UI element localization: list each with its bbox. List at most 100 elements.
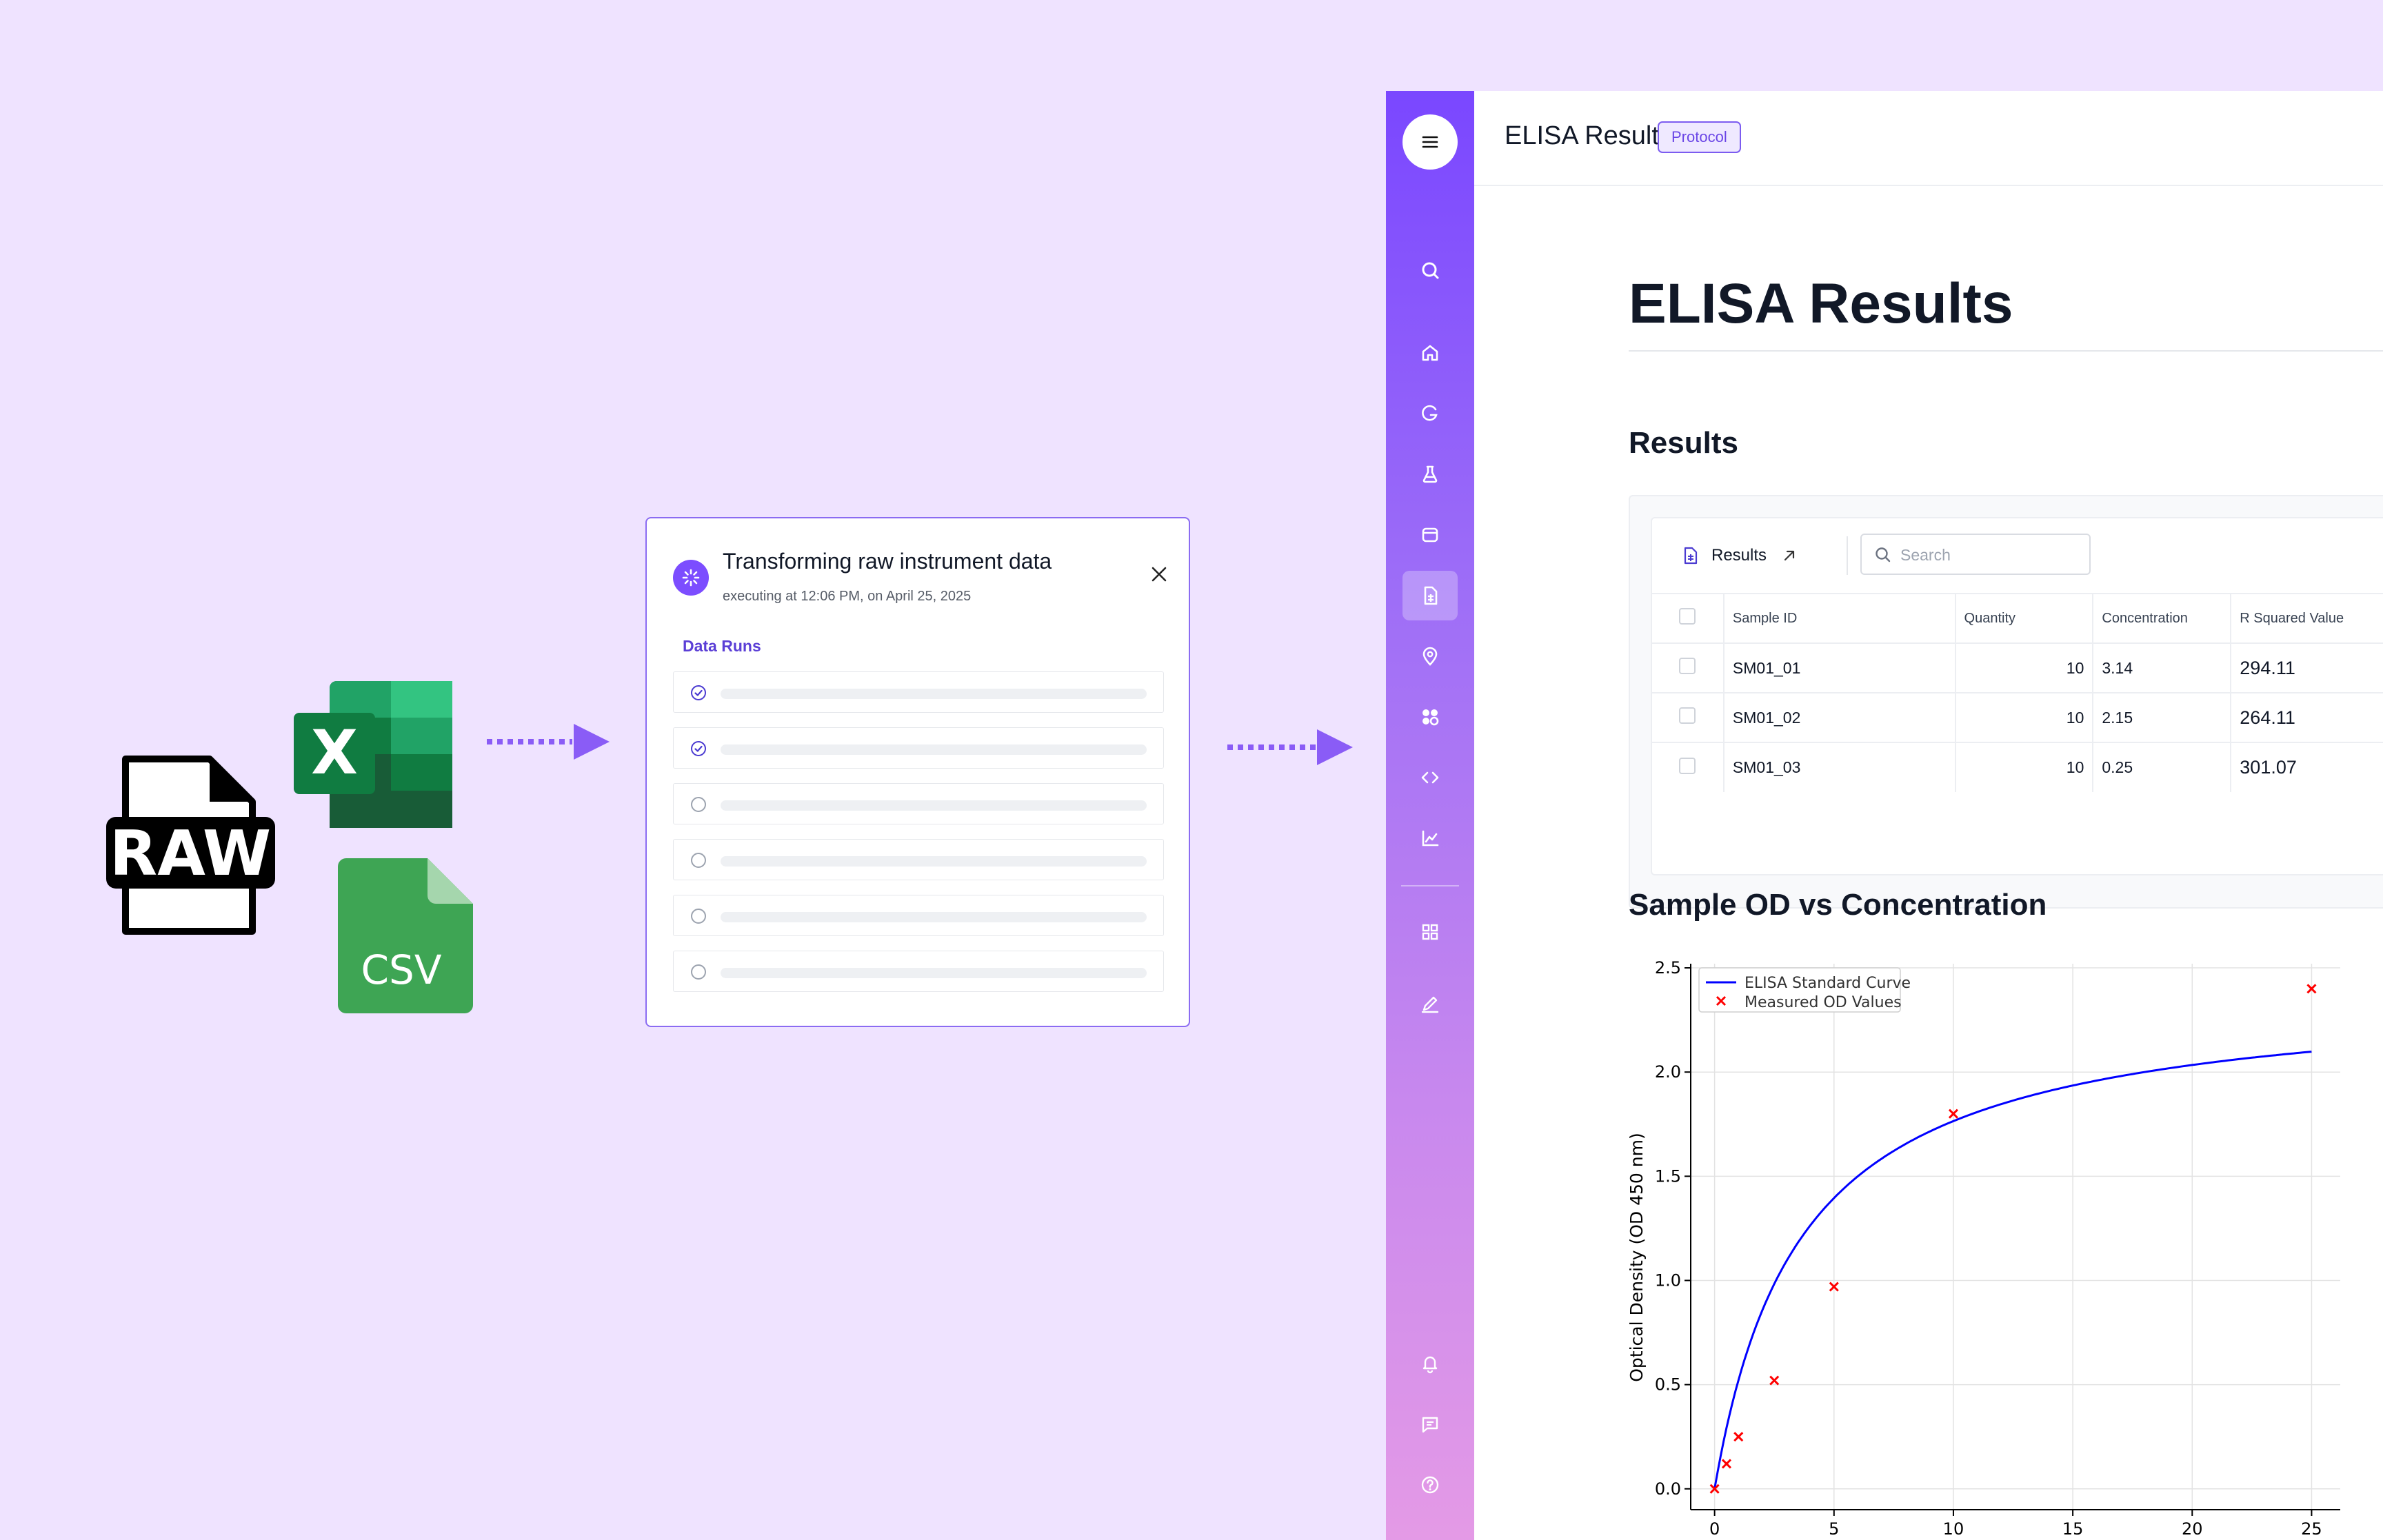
column-header-r-squared[interactable]: R Squared Value [2231,593,2383,643]
excel-label: X [311,717,358,788]
breadcrumb-title: ELISA Results [1505,121,1672,150]
table-row[interactable]: SM01_01 10 3.14 294.11 [1652,642,2383,693]
task-progress-modal: Transforming raw instrument data executi… [645,517,1190,1027]
title-divider [1629,350,2383,352]
close-icon[interactable] [1149,564,1169,585]
run-progress-placeholder [721,800,1147,811]
data-runs-label: Data Runs [683,637,761,655]
open-external-icon[interactable] [1782,548,1797,563]
measured-od-point [1829,1281,1839,1292]
empty-circle-icon [691,797,706,812]
results-card: Results Sample ID Quantity Concentration [1629,495,2383,909]
sidebar-item-lab[interactable] [1402,449,1458,499]
sidebar-item-analytics[interactable] [1402,813,1458,863]
data-run-row[interactable] [673,839,1164,880]
x-tick-label: 0 [1709,1519,1720,1539]
sidebar-item-dashboard[interactable] [1402,907,1458,957]
data-run-row[interactable] [673,783,1164,824]
x-tick-label: 15 [2062,1519,2084,1539]
cell-concentration: 2.15 [2093,692,2232,742]
raw-file-icon: RAW [106,756,275,935]
data-run-row[interactable] [673,951,1164,992]
cell-sample-id: SM01_03 [1723,742,1956,792]
table-row[interactable]: SM01_03 10 0.25 301.07 [1652,742,2383,792]
top-bar: ELISA Results Protocol [1474,91,2383,186]
menu-icon [1422,136,1438,148]
protocol-badge[interactable]: Protocol [1658,121,1741,153]
row-checkbox[interactable] [1679,658,1696,674]
map-pin-icon [1422,647,1438,666]
data-run-row[interactable] [673,727,1164,769]
measured-od-point [1733,1432,1744,1442]
measured-od-point [1948,1108,1959,1119]
y-tick-label: 2.0 [1655,1062,1681,1082]
cell-r-squared: 264.11 [2231,692,2383,742]
table-row[interactable]: SM01_02 10 2.15 264.11 [1652,692,2383,742]
y-tick-label: 2.5 [1655,958,1681,977]
flask-icon [1422,465,1438,483]
search-box [1860,534,2091,575]
search-input[interactable] [1899,539,2081,571]
message-icon [1422,1417,1438,1433]
loading-spinner-icon [673,560,709,596]
data-run-row[interactable] [673,671,1164,713]
sidebar-item-inventory[interactable] [1402,510,1458,560]
menu-button[interactable] [1402,114,1458,170]
cell-quantity: 10 [1955,642,2094,693]
column-header-quantity[interactable]: Quantity [1955,593,2094,643]
box-icon [1422,527,1438,543]
document-icon [1424,586,1438,605]
chart-heading: Sample OD vs Concentration [1629,888,2047,922]
results-tab[interactable]: Results [1682,542,1797,569]
check-circle-icon [691,741,706,756]
home-icon [1422,345,1438,361]
column-header-concentration[interactable]: Concentration [2093,593,2232,643]
sidebar-item-apps[interactable] [1402,692,1458,742]
sidebar-item-search[interactable] [1402,245,1458,295]
row-checkbox[interactable] [1679,707,1696,724]
sidebar-item-edit[interactable] [1402,979,1458,1029]
flow-arrow-icon [487,724,610,760]
column-header-sample-id[interactable]: Sample ID [1723,593,1956,643]
modal-subtitle: executing at 12:06 PM, on April 25, 2025 [723,589,972,604]
sidebar-item-home[interactable] [1402,328,1458,378]
toolbar-divider [1847,536,1848,575]
y-tick-label: 1.5 [1655,1166,1681,1186]
code-icon [1421,771,1439,784]
cell-r-squared: 301.07 [2231,742,2383,792]
search-icon [1422,262,1439,279]
grid-icon [1422,924,1438,940]
cell-sample-id: SM01_01 [1723,642,1956,693]
run-progress-placeholder [721,968,1147,978]
cell-quantity: 10 [1955,742,2094,792]
select-all-checkbox[interactable] [1679,608,1696,625]
sidebar-item-documents[interactable] [1402,571,1458,620]
cell-concentration: 0.25 [2093,742,2232,792]
csv-file-icon: CSV [338,858,473,1013]
cell-r-squared: 294.11 [2231,642,2383,693]
measured-od-point [1769,1375,1780,1386]
sidebar-item-messages[interactable] [1402,1399,1458,1449]
sidebar-item-code[interactable] [1402,753,1458,802]
chart-icon [1422,830,1439,847]
legend-marker-swatch [1716,995,1727,1006]
y-tick-label: 0.0 [1655,1479,1681,1499]
y-axis-label: Optical Density (OD 450 nm) [1629,1133,1647,1382]
modal-title: Transforming raw instrument data [723,549,1052,574]
sidebar-divider [1401,885,1459,886]
sidebar [1386,91,1474,1540]
sidebar-item-g[interactable] [1402,389,1458,438]
empty-circle-icon [691,909,706,924]
cell-quantity: 10 [1955,692,2094,742]
sidebar-item-help[interactable] [1402,1460,1458,1510]
empty-circle-icon [691,964,706,980]
x-tick-label: 10 [1943,1519,1964,1539]
row-checkbox[interactable] [1679,757,1696,774]
y-tick-label: 1.0 [1655,1270,1681,1290]
sidebar-item-notifications[interactable] [1402,1339,1458,1388]
results-heading: Results [1629,426,1738,460]
data-run-row[interactable] [673,895,1164,936]
standard-curve-line [1713,1051,2312,1490]
g-icon [1422,405,1438,421]
sidebar-item-locations[interactable] [1402,631,1458,681]
